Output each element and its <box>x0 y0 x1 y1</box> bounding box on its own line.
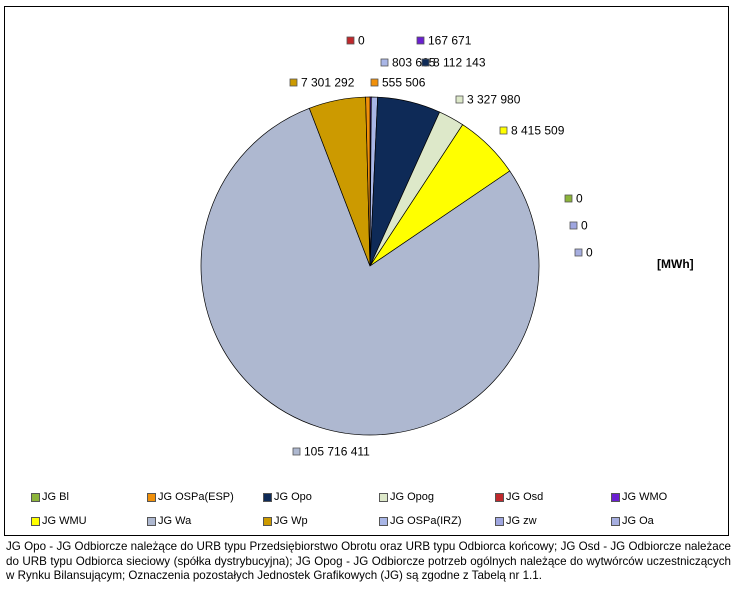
svg-text:0: 0 <box>581 219 588 233</box>
legend-item-jg-ospa-esp-: JG OSPa(ESP) <box>147 491 234 503</box>
data-label-jg-zw: 0 <box>569 219 588 233</box>
data-label-jg-osd: 0 <box>346 34 365 48</box>
legend-label: JG Osd <box>506 491 544 503</box>
legend-label: JG WMU <box>42 515 87 527</box>
legend-swatch <box>495 492 504 502</box>
chart-area: 0 167 671 803 665 8 112 143 3 327 980 8 415 5… <box>4 6 729 536</box>
legend-label: JG zw <box>506 515 537 527</box>
unit-label: [MWh] <box>657 257 694 271</box>
legend-item-jg-ospa-irz-: JG OSPa(IRZ) <box>379 515 462 527</box>
svg-text:105 716 411: 105 716 411 <box>304 445 370 459</box>
legend-item-jg-bl: JG Bl <box>31 491 69 503</box>
legend-swatch <box>379 516 388 526</box>
data-label-jg-oa: 0 <box>574 246 593 260</box>
legend-item-jg-osd: JG Osd <box>495 491 543 503</box>
svg-text:0: 0 <box>576 192 583 206</box>
legend-swatch <box>263 516 272 526</box>
legend-item-jg-wmo: JG WMO <box>611 491 667 503</box>
legend: JG Bl JG OSPa(ESP) JG Opo JG Opog JG Osd JG W… <box>31 491 711 535</box>
legend-label: JG Opog <box>390 491 435 503</box>
svg-text:555 506: 555 506 <box>382 76 426 90</box>
legend-item-jg-opog: JG Opog <box>379 491 434 503</box>
legend-item-jg-wa: JG Wa <box>147 515 191 527</box>
svg-text:167 671: 167 671 <box>428 34 472 48</box>
legend-swatch <box>495 516 504 526</box>
pie-slice-jg-ospa-esp- <box>365 96 371 267</box>
legend-swatch <box>31 516 40 526</box>
svg-text:3 327 980: 3 327 980 <box>467 93 521 107</box>
legend-label: JG Wp <box>274 515 308 527</box>
legend-swatch <box>263 492 272 502</box>
svg-text:0: 0 <box>358 34 365 48</box>
legend-label: JG OSPa(ESP) <box>158 491 234 503</box>
svg-text:8 415 509: 8 415 509 <box>511 124 565 138</box>
data-label-jg-wmo: 167 671 <box>416 34 472 48</box>
legend-label: JG Oa <box>622 515 654 527</box>
legend-label: JG Opo <box>274 491 312 503</box>
data-label-jg-wp: 7 301 292 <box>289 76 355 90</box>
legend-item-jg-zw: JG zw <box>495 515 537 527</box>
legend-swatch <box>31 492 40 502</box>
data-label-jg-opog: 3 327 980 <box>455 93 521 107</box>
legend-swatch <box>611 516 620 526</box>
legend-swatch <box>379 492 388 502</box>
legend-item-jg-wp: JG Wp <box>263 515 308 527</box>
data-label-jg-ospa-esp-: 555 506 <box>370 76 426 90</box>
legend-label: JG Bl <box>42 491 69 503</box>
data-label-jg-opo: 8 112 143 <box>421 56 486 70</box>
legend-swatch <box>147 492 156 502</box>
legend-item-jg-wmu: JG WMU <box>31 515 87 527</box>
data-label-jg-wa: 105 716 411 <box>292 445 370 459</box>
svg-text:7 301 292: 7 301 292 <box>301 76 355 90</box>
pie-slice-jg-wa <box>200 107 540 436</box>
legend-item-jg-opo: JG Opo <box>263 491 312 503</box>
legend-swatch <box>147 516 156 526</box>
legend-label: JG OSPa(IRZ) <box>390 515 462 527</box>
svg-text:0: 0 <box>586 246 593 260</box>
legend-swatch <box>611 492 620 502</box>
svg-text:8 112 143: 8 112 143 <box>433 56 486 70</box>
caption: JG Opo - JG Odbiorcze należące do URB ty… <box>6 540 731 582</box>
legend-item-jg-oa: JG Oa <box>611 515 654 527</box>
legend-label: JG WMO <box>622 491 668 503</box>
data-label-jg-wmu: 8 415 509 <box>499 124 565 138</box>
data-label-jg-bl: 0 <box>564 192 583 206</box>
legend-label: JG Wa <box>158 515 192 527</box>
